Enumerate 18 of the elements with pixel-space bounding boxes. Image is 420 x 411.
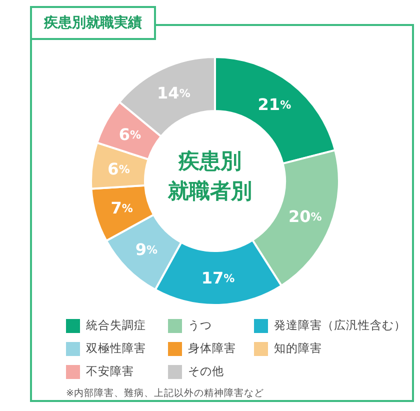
data-label: 7% [110, 198, 133, 218]
chart-title: 疾患別就職実績 [30, 6, 156, 40]
legend-label: うつ [188, 318, 212, 333]
legend-label: 統合失調症 [86, 318, 146, 333]
data-label: 20% [288, 207, 322, 226]
data-label: 6% [118, 124, 142, 144]
legend-label: 身体障害 [188, 341, 236, 356]
text: ※内部障害、難病、上記以外の精神障害など [66, 387, 264, 400]
legend-label: 知的障害 [274, 341, 322, 356]
text: 疾患別就職者別 [166, 148, 253, 205]
legend-label: 発達障害（広汎性含む） [274, 318, 406, 333]
data-label: 9% [135, 240, 158, 260]
data-label: 17% [201, 268, 235, 288]
data-label: 6% [108, 159, 130, 178]
legend-label: 不安障害 [86, 364, 134, 379]
data-label: 21% [258, 94, 292, 114]
legend-label: 双極性障害 [86, 341, 146, 356]
legend-label: その他 [188, 364, 224, 379]
